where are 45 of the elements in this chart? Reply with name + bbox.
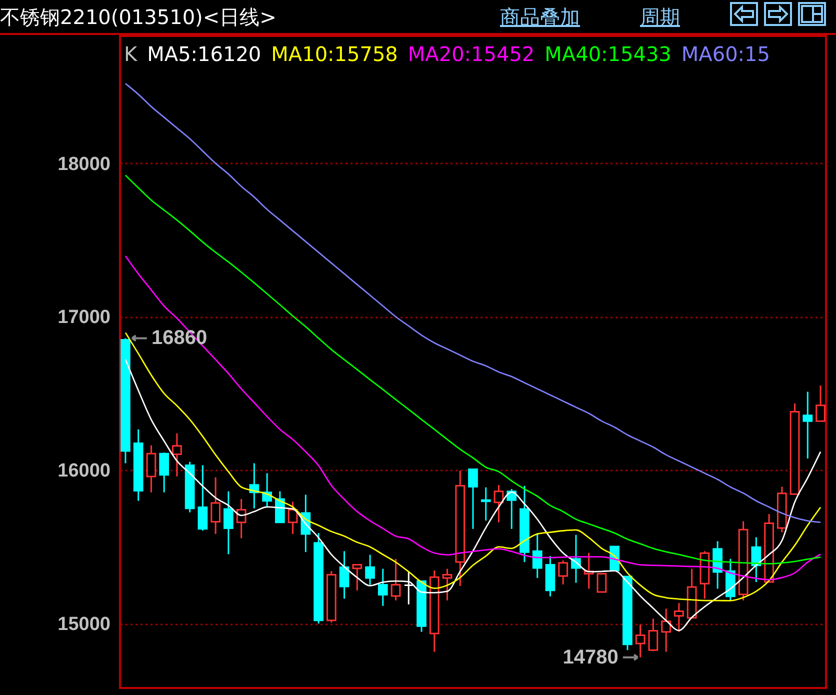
text: MA10:15758 <box>271 42 398 66</box>
annotation: 14780 <box>562 646 618 668</box>
text: MA5:16120 <box>147 42 262 66</box>
candlestick <box>172 432 182 478</box>
candlestick <box>661 608 672 653</box>
candlestick <box>494 484 504 524</box>
text: 商品叠加 <box>500 4 580 31</box>
candlestick <box>210 476 221 535</box>
line-series <box>124 82 822 524</box>
candlestick <box>480 486 491 522</box>
text: MA20:15452 <box>408 42 535 66</box>
line-series <box>124 358 822 632</box>
line-series <box>124 332 822 602</box>
text: MA60:15 <box>681 42 770 66</box>
text: MA40:15433 <box>544 42 672 66</box>
y-tick-label: 15000 <box>58 614 110 636</box>
candlestick <box>352 564 362 592</box>
legend-title: K <box>124 42 138 66</box>
chart-title: 不锈钢2210(013510)<日线> <box>0 4 276 31</box>
candlestick <box>558 560 568 586</box>
candlestick <box>339 550 350 600</box>
y-tick-label: 18000 <box>58 154 110 175</box>
candlestick <box>648 618 658 652</box>
candlestick <box>404 570 414 606</box>
candlestick <box>365 554 375 586</box>
candlestick <box>146 444 156 494</box>
text: 周期 <box>640 4 680 31</box>
candlestick <box>751 536 762 583</box>
candlestick <box>198 464 208 532</box>
line-series <box>124 255 822 580</box>
candlestick <box>674 602 684 633</box>
candlestick <box>532 532 542 579</box>
candlestick <box>596 572 607 593</box>
candlestick <box>159 452 170 494</box>
candlestick <box>635 624 646 658</box>
y-tick-label: 17000 <box>58 307 110 328</box>
candlestick <box>390 558 401 602</box>
candlestick <box>274 490 285 524</box>
candlestick <box>468 468 478 530</box>
candlestick <box>816 384 826 422</box>
candlestick <box>378 568 388 607</box>
candlestick <box>802 391 813 460</box>
y-tick-label: 16000 <box>58 460 110 482</box>
candlestick <box>224 490 234 555</box>
candlestick <box>442 568 452 602</box>
